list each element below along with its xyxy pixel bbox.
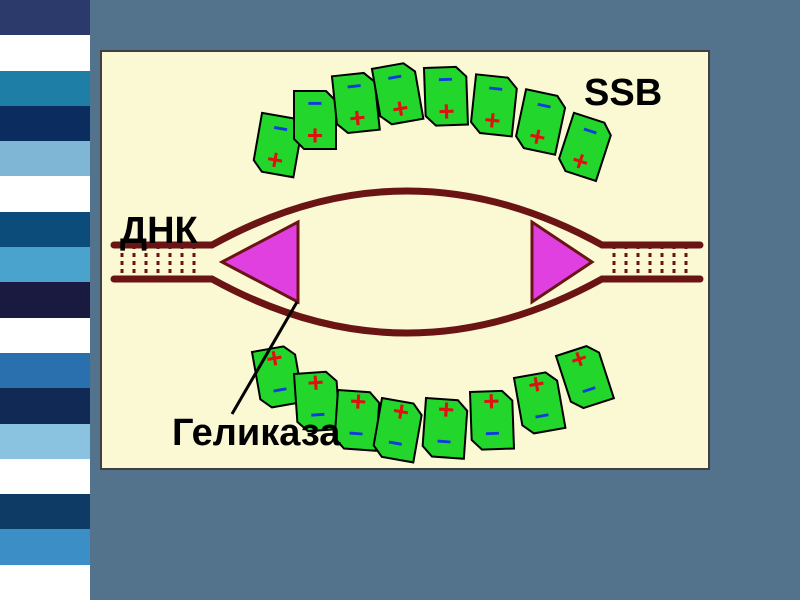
diagram-panel: +−+−+−+−+−+−+−+−+−+−+−+−+−+−+−+− SSB ДНК… — [100, 50, 710, 470]
svg-text:+: + — [306, 366, 324, 398]
svg-text:−: − — [487, 73, 505, 104]
label-helicase: Геликаза — [172, 412, 340, 455]
label-ssb: SSB — [584, 72, 662, 115]
svg-text:+: + — [483, 385, 500, 417]
svg-text:+: + — [437, 393, 455, 425]
svg-text:−: − — [484, 418, 500, 449]
svg-text:+: + — [483, 104, 503, 137]
svg-text:+: + — [307, 119, 323, 150]
svg-text:−: − — [437, 64, 453, 95]
svg-text:−: − — [307, 88, 322, 118]
label-dna: ДНК — [120, 210, 198, 253]
svg-text:+: + — [438, 95, 455, 127]
decorative-stripes — [0, 0, 90, 600]
svg-text:+: + — [348, 102, 368, 135]
svg-text:+: + — [349, 385, 367, 417]
svg-text:−: − — [347, 418, 364, 449]
svg-text:−: − — [435, 426, 452, 457]
svg-text:−: − — [345, 70, 363, 101]
replication-diagram: +−+−+−+−+−+−+−+−+−+−+−+−+−+−+−+− — [102, 52, 712, 472]
slide: +−+−+−+−+−+−+−+−+−+−+−+−+−+−+−+− SSB ДНК… — [0, 0, 800, 600]
